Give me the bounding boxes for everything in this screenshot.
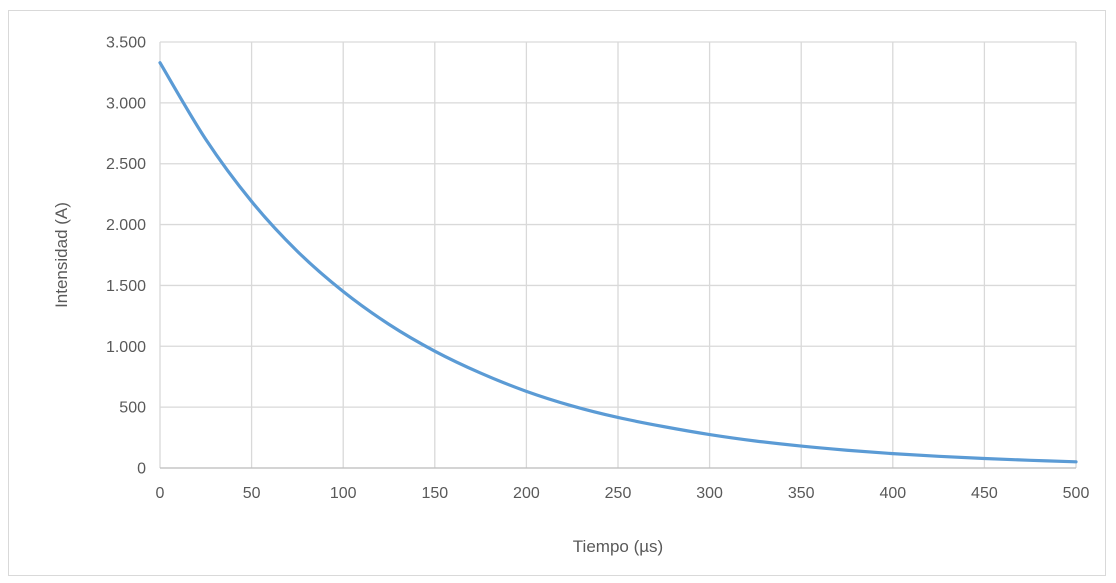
x-tick-label: 200 xyxy=(513,485,540,502)
y-tick-label: 2.000 xyxy=(106,217,146,234)
y-tick-label: 3.500 xyxy=(106,35,146,52)
series-layer xyxy=(158,61,1078,464)
y-tick-label: 3.000 xyxy=(106,95,146,112)
x-tick-label: 150 xyxy=(421,485,448,502)
chart-area xyxy=(8,10,1106,576)
x-tick-label: 450 xyxy=(971,485,998,502)
gridlines xyxy=(159,41,1077,469)
x-axis-title: Tiempo (µs) xyxy=(573,537,663,556)
x-tick-label: 50 xyxy=(243,485,261,502)
y-tick-label: 0 xyxy=(137,461,146,478)
x-tick-label: 350 xyxy=(788,485,815,502)
y-tick-label: 1.000 xyxy=(106,339,146,356)
x-tick-label: 400 xyxy=(879,485,906,502)
y-tick-label: 500 xyxy=(119,400,146,417)
y-axis-title: Intensidad (A) xyxy=(52,202,71,308)
x-tick-label: 500 xyxy=(1063,485,1090,502)
x-tick-label: 250 xyxy=(605,485,632,502)
y-tick-label: 2.500 xyxy=(106,156,146,173)
y-tick-label: 1.500 xyxy=(106,278,146,295)
x-tick-label: 300 xyxy=(696,485,723,502)
x-tick-label: 100 xyxy=(330,485,357,502)
series-line xyxy=(158,61,1078,464)
x-tick-label: 0 xyxy=(156,485,165,502)
tick-labels: 0 500 1.000 1.500 2.000 2.500 3.000 3.500 0 50 100… xyxy=(106,35,1089,503)
